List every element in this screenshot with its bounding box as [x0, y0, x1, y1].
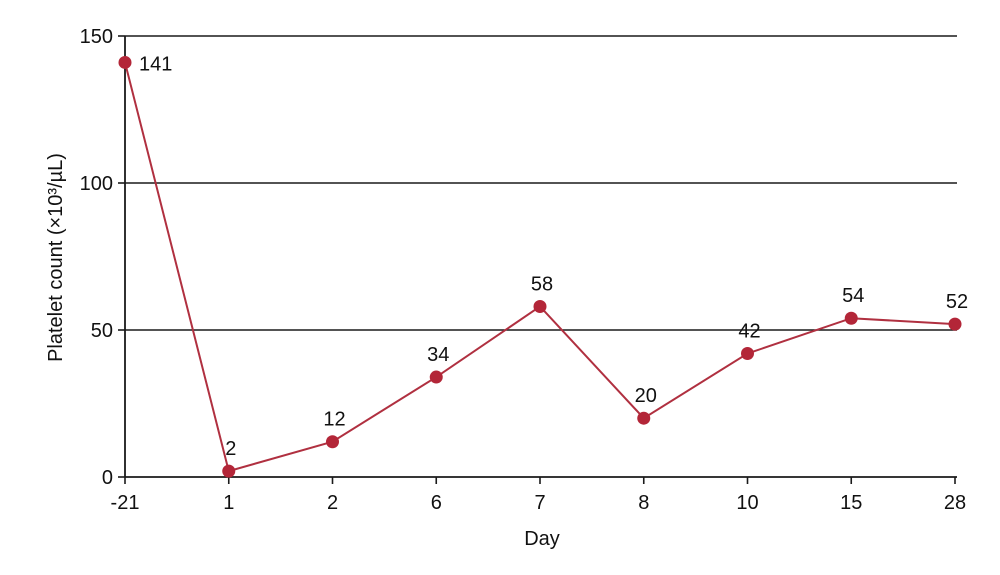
x-tick-label: 10 — [736, 492, 758, 514]
data-labels: 141 2 12 34 58 20 42 54 52 — [139, 53, 968, 460]
data-label: 54 — [842, 285, 864, 307]
data-point — [222, 464, 236, 478]
data-point — [326, 435, 339, 449]
x-tick-label: 6 — [431, 492, 442, 514]
x-tick-label: -21 — [111, 492, 140, 514]
y-tick-label: 100 — [80, 173, 113, 195]
y-tick-label: 150 — [80, 26, 113, 48]
x-tick-label: 28 — [944, 492, 966, 514]
y-tick-label: 0 — [102, 467, 113, 489]
data-label: 42 — [738, 321, 760, 343]
x-tick-label: 1 — [223, 492, 234, 514]
data-label: 141 — [139, 53, 172, 75]
data-point — [533, 299, 547, 313]
series-line — [124, 62, 956, 473]
data-point — [741, 347, 754, 361]
data-label: 58 — [531, 273, 553, 295]
data-label: 12 — [323, 409, 345, 431]
y-tick-label: 50 — [91, 320, 113, 342]
data-point — [637, 411, 651, 425]
x-tick-label: 2 — [327, 492, 338, 514]
data-point — [429, 370, 443, 384]
data-label: 20 — [635, 385, 657, 407]
x-axis-title: Day — [524, 528, 560, 550]
data-point — [948, 317, 962, 331]
x-tick-label: 15 — [840, 492, 862, 514]
y-axis-title: Platelet count (×10³/µL) — [45, 153, 67, 362]
data-label: 2 — [225, 438, 236, 460]
data-label: 34 — [427, 344, 449, 366]
data-point — [118, 55, 132, 69]
data-markers — [118, 55, 962, 478]
data-label: 52 — [946, 291, 968, 313]
series-line-path — [124, 62, 956, 473]
data-point — [844, 311, 858, 325]
x-tick-label: 7 — [534, 492, 545, 514]
x-tick-label: 8 — [638, 492, 649, 514]
